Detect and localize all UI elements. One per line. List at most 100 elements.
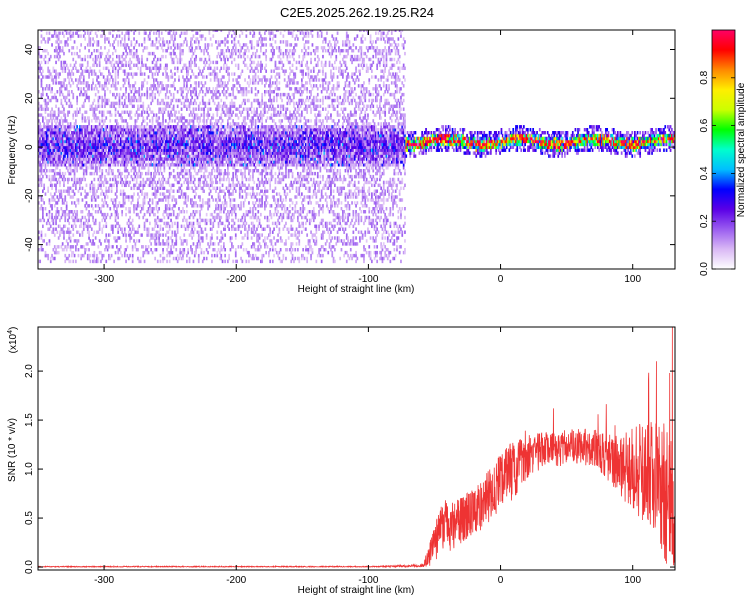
heatmap-cell — [76, 98, 79, 103]
heatmap-cell — [84, 169, 87, 173]
heatmap-cell — [59, 189, 61, 193]
heatmap-cell — [106, 98, 109, 103]
heatmap-cell — [76, 69, 79, 73]
heatmap-cell — [79, 125, 81, 129]
heatmap-cell — [167, 215, 170, 220]
heatmap-cell — [81, 57, 84, 62]
heatmap-cell — [63, 210, 65, 214]
heatmap-cell — [97, 177, 100, 182]
heatmap-cell — [192, 87, 195, 91]
heatmap-cell — [90, 30, 93, 32]
heatmap-cell — [117, 125, 120, 129]
heatmap-cell — [59, 110, 61, 114]
heatmap-cell — [190, 92, 192, 97]
heatmap-cell — [112, 51, 114, 56]
heatmap-cell — [114, 148, 117, 152]
heatmap-cell — [119, 133, 122, 138]
heatmap-cell — [166, 195, 168, 199]
heatmap-cell — [197, 133, 200, 138]
heatmap-cell — [151, 177, 154, 182]
heatmap-cell — [88, 248, 90, 252]
heatmap-cell — [171, 128, 174, 132]
heatmap-cell — [133, 125, 135, 129]
heatmap-cell — [155, 201, 158, 205]
heatmap-cell — [156, 148, 159, 152]
heatmap-cell — [55, 81, 57, 85]
heatmap-cell — [38, 157, 40, 161]
heatmap-cell — [80, 87, 83, 91]
heatmap-cell — [193, 125, 196, 129]
heatmap-cell — [223, 133, 225, 138]
heatmap-cell — [162, 259, 164, 264]
heatmap-cell — [211, 177, 213, 182]
heatmap-cell — [44, 49, 47, 53]
heatmap-cell — [71, 245, 73, 249]
heatmap-cell — [117, 142, 120, 147]
heatmap-cell — [126, 51, 129, 56]
heatmap-cell — [96, 87, 98, 91]
heatmap-cell — [77, 139, 80, 144]
heatmap-cell — [159, 37, 162, 41]
heatmap-cell — [199, 204, 201, 208]
heatmap-cell — [104, 34, 106, 38]
heatmap-cell — [84, 119, 87, 123]
heatmap-cell — [56, 250, 59, 255]
heatmap-cell — [77, 201, 80, 205]
heatmap-cell — [86, 242, 89, 246]
heatmap-cell — [196, 95, 199, 100]
heatmap-cell — [215, 151, 217, 155]
heatmap-cell — [60, 189, 63, 193]
heatmap-cell — [146, 107, 149, 111]
heatmap-cell — [191, 139, 194, 144]
heatmap-cell — [126, 30, 129, 32]
heatmap-cell — [153, 207, 155, 211]
heatmap-cell — [137, 163, 139, 167]
heatmap-cell — [48, 119, 51, 123]
heatmap-cell — [150, 210, 153, 214]
heatmap-cell — [100, 46, 102, 50]
heatmap-cell — [42, 210, 44, 214]
heatmap-cell — [81, 63, 84, 68]
heatmap-cell — [163, 177, 166, 182]
heatmap-cell — [98, 166, 101, 170]
heatmap-cell — [151, 227, 154, 231]
heatmap-cell — [97, 75, 100, 79]
heatmap-cell — [56, 98, 59, 103]
heatmap-cell — [209, 183, 212, 188]
heatmap-cell — [188, 180, 191, 185]
heatmap-cell — [155, 125, 158, 129]
heatmap-cell — [147, 163, 150, 167]
heatmap-cell — [67, 245, 69, 249]
heatmap-cell — [223, 40, 225, 44]
heatmap-cell — [196, 31, 199, 35]
heatmap-cell — [82, 125, 85, 129]
heatmap-cell — [192, 154, 195, 158]
heatmap-cell — [162, 54, 164, 59]
heatmap-cell — [104, 139, 106, 144]
heatmap-cell — [85, 195, 88, 199]
heatmap-cell — [101, 30, 104, 32]
heatmap-cell — [113, 145, 116, 150]
heatmap-cell — [130, 116, 133, 120]
heatmap-cell — [125, 177, 127, 182]
heatmap-cell — [122, 104, 125, 109]
heatmap-cell — [178, 163, 180, 167]
heatmap-cell — [158, 122, 161, 126]
heatmap-cell — [101, 84, 104, 88]
heatmap-cell — [147, 142, 150, 147]
heatmap-cell — [187, 157, 190, 161]
heatmap-cell — [79, 186, 81, 191]
heatmap-cell — [53, 256, 56, 261]
heatmap-cell — [116, 221, 118, 226]
heatmap-cell — [159, 131, 162, 135]
heatmap-cell — [196, 186, 199, 191]
heatmap-cell — [43, 186, 46, 191]
heatmap-cell — [166, 84, 168, 88]
heatmap-cell — [47, 154, 50, 158]
heatmap-cell — [55, 157, 57, 161]
heatmap-cell — [90, 157, 93, 161]
heatmap-cell — [93, 125, 96, 129]
heatmap-cell — [219, 195, 221, 199]
heatmap-cell — [57, 210, 60, 214]
heatmap-cell — [168, 139, 171, 144]
